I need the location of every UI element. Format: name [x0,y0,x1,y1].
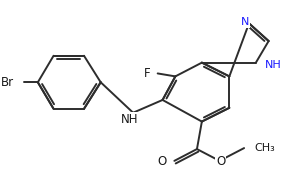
Text: O: O [157,155,167,168]
Text: F: F [144,67,151,80]
Text: O: O [216,155,225,168]
Text: CH₃: CH₃ [254,143,275,153]
Text: Br: Br [1,76,14,89]
Text: N: N [241,17,249,27]
Text: NH: NH [265,60,282,70]
Text: NH: NH [120,113,138,126]
